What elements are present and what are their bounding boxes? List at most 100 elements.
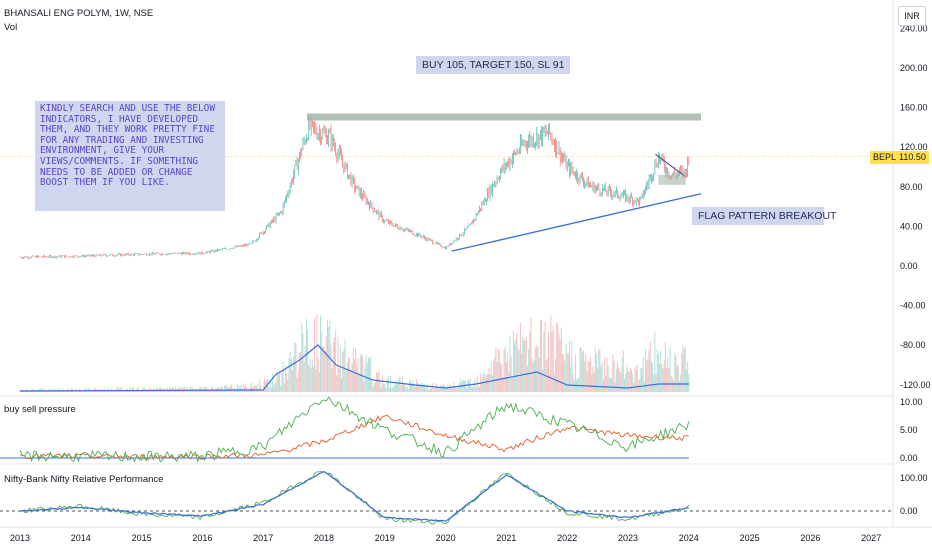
volume-bar [53,391,55,392]
volume-bar [308,365,310,392]
volume-bar [557,322,559,392]
volume-bar [408,381,410,392]
volume-bar [677,365,679,392]
volume-bar [667,357,669,392]
volume-bar [316,314,318,392]
volume-bar [135,390,137,392]
sell-pressure-line [19,414,689,461]
volume-bar [583,350,585,392]
volume-bar [639,378,641,392]
volume-bar [151,390,153,392]
volume-bar [373,383,375,392]
volume-bar [144,387,146,392]
y-tick-label: 80.00 [900,182,923,192]
volume-bar [567,353,569,392]
y-tick-label: 0.00 [900,506,918,516]
volume-bar [334,336,336,392]
volume-bar [410,379,412,392]
volume-bar [357,357,359,392]
volume-bar [251,382,253,392]
volume-bar [587,361,589,392]
volume-bar [412,380,414,392]
volume-bar [351,363,353,392]
volume-bar [273,384,275,392]
volume-bar [290,358,292,392]
volume-bar [390,375,392,392]
volume-bar [584,361,586,392]
volume-bar [427,389,429,392]
volume-bar [149,387,151,392]
volume-bar [294,342,296,392]
volume-bar [552,325,554,392]
volume-bar [247,389,249,392]
volume-bar [406,386,408,392]
volume-bar [137,387,139,392]
volume-bar [376,372,378,392]
volume-bar [337,336,339,392]
volume-bar [314,317,316,392]
volume-bar [269,380,271,392]
volume-bar [167,390,169,392]
volume-bar [563,355,565,392]
trade-annotation: BUY 105, TARGET 150, SL 91 [416,56,571,74]
volume-bar [56,391,58,392]
volume-bar [130,391,132,392]
volume-bar [671,377,673,392]
volume-bar [558,333,560,392]
volume-bar [619,371,621,392]
volume-bar [349,358,351,392]
volume-bar [682,344,684,392]
volume-bar [121,387,123,392]
volume-bar [421,382,423,392]
volume-bar [466,388,468,392]
volume-bar [522,336,524,392]
volume-bar [512,330,514,392]
volume-bar [615,368,617,392]
volume-bar [631,370,633,392]
volume-bar [253,385,255,392]
volume-bar [509,335,511,392]
volume-bar [134,390,136,392]
volume-bar [391,388,393,392]
volume-bar [536,344,538,392]
x-tick-label: 2020 [436,533,456,543]
volume-bar [504,345,506,392]
volume-bar [372,386,374,392]
volume-bar [369,358,371,392]
volume-bar [131,387,133,392]
volume-bar [341,378,343,392]
currency-button[interactable]: INR [898,6,926,26]
volume-bar [275,380,277,392]
volume-bar [172,387,174,392]
volume-bar [40,388,42,392]
volume-bars [19,314,690,392]
volume-bar [385,388,387,392]
volume-bar [612,354,614,392]
volume-bar [684,346,686,392]
volume-bar [120,387,122,392]
volume-bar [641,368,643,392]
volume-bar [387,375,389,392]
volume-bar [398,378,400,392]
volume-bar [673,381,675,392]
volume-bar [479,386,481,392]
volume-bar [604,357,606,392]
volume-bar [377,372,379,392]
volume-bar [535,347,537,392]
volume-bar [489,374,491,392]
volume-bar [76,390,78,392]
volume-bar [585,352,587,392]
volume-label: Vol [4,22,18,33]
volume-bar [260,385,262,392]
x-tick-label: 2018 [314,533,334,543]
volume-bar [550,315,552,392]
volume-bar [190,386,192,392]
volume-bar [272,373,274,392]
volume-bar [459,382,461,392]
volume-bar [463,380,465,392]
volume-bar [464,380,466,392]
volume-bar [653,374,655,392]
volume-bar [559,339,561,392]
volume-bar [298,352,300,392]
